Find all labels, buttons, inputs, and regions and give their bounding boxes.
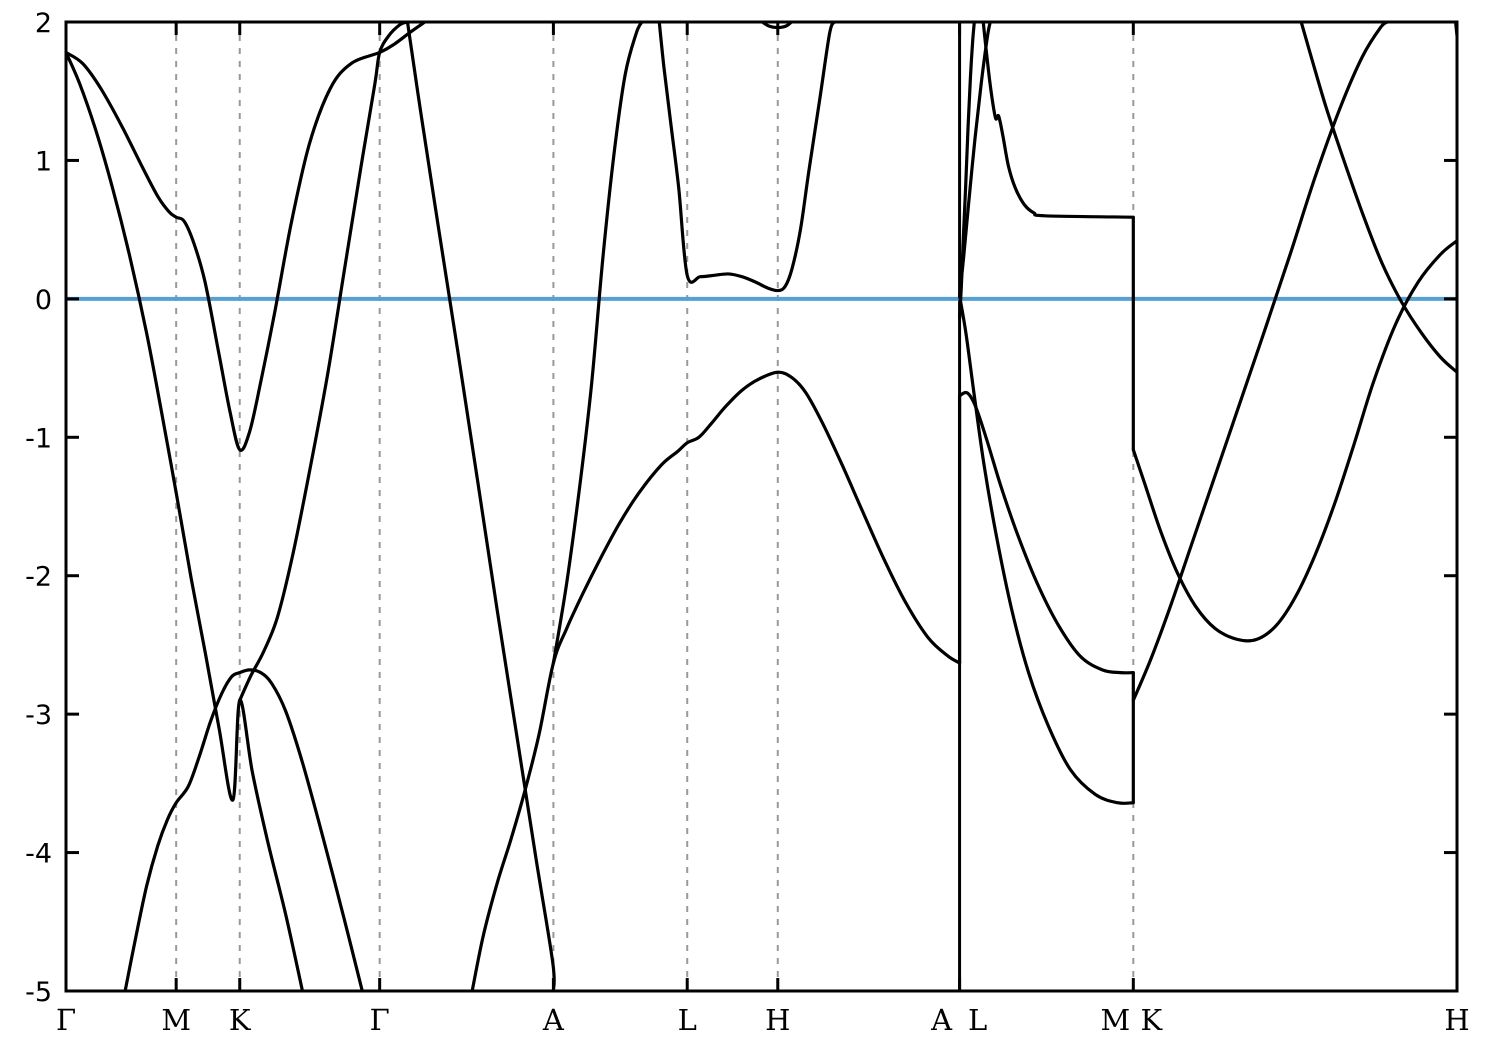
x-axis-tick-label-H: H: [1444, 1003, 1469, 1037]
x-axis-ticks-group: [174, 22, 1135, 991]
x-axis-tick-label-A: A: [930, 1003, 953, 1037]
band-curves-group: [66, 22, 1457, 991]
y-axis-tick-label: -3: [25, 700, 52, 731]
band-curve: [238, 22, 410, 702]
band-curve: [1131, 22, 1390, 702]
x-axis-tick-label-L: L: [968, 1003, 987, 1037]
x-axis-tick-label-H: H: [765, 1003, 790, 1037]
band-curve: [551, 22, 644, 665]
band-curve: [405, 22, 556, 991]
band-curve: [66, 50, 305, 991]
y-axis-tick-label: 2: [35, 8, 52, 39]
x-axis-tick-label-Γ: Γ: [370, 1003, 390, 1037]
band-curve: [957, 294, 1135, 805]
y-axis-tick-label: -5: [25, 977, 52, 1008]
band-curve: [957, 390, 1135, 675]
y-axis-tick-label: -2: [25, 562, 52, 593]
band-curve: [981, 22, 1135, 219]
y-axis-tick-label: 0: [35, 285, 52, 316]
x-axis-tick-label-K: K: [229, 1003, 252, 1037]
plot-frame-border: [64, 20, 1459, 993]
band-curve: [957, 22, 992, 298]
y-axis-tick-label: 1: [35, 146, 52, 177]
x-axis-tick-label-Γ: Γ: [56, 1003, 76, 1037]
x-axis-tick-label-K: K: [1140, 1003, 1163, 1037]
x-axis-tick-label-M: M: [1100, 1003, 1130, 1037]
band-curve: [1299, 22, 1457, 374]
band-curve: [657, 22, 837, 293]
band-curve: [66, 22, 427, 452]
x-axis-tick-label-A: A: [542, 1003, 565, 1037]
x-axis-tick-label-M: M: [161, 1003, 191, 1037]
y-axis-tick-label: -4: [25, 839, 52, 870]
y-axis-ticks-group: [66, 158, 1457, 855]
y-axis-tick-labels-group: 2 1 0 -1 -2 -3 -4 -5: [25, 8, 52, 1008]
band-curve: [123, 668, 364, 991]
band-curve: [470, 370, 962, 991]
y-axis-tick-label: -1: [25, 423, 52, 454]
x-axis-tick-label-L: L: [678, 1003, 697, 1037]
band-curve: [1131, 239, 1457, 643]
